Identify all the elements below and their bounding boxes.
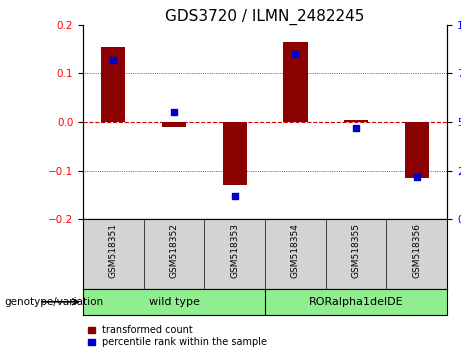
Text: genotype/variation: genotype/variation: [5, 297, 104, 307]
Text: RORalpha1delDE: RORalpha1delDE: [309, 297, 403, 307]
Point: [413, 174, 420, 179]
Bar: [344, 120, 368, 122]
Legend: transformed count, percentile rank within the sample: transformed count, percentile rank withi…: [88, 325, 267, 347]
Text: GSM518356: GSM518356: [412, 223, 421, 278]
Bar: [101, 47, 125, 122]
Bar: [223, 122, 247, 185]
Text: GSM518354: GSM518354: [291, 223, 300, 278]
Point: [231, 193, 238, 199]
Title: GDS3720 / ILMN_2482245: GDS3720 / ILMN_2482245: [165, 8, 365, 25]
Bar: [162, 122, 186, 127]
Text: GSM518352: GSM518352: [170, 223, 178, 278]
Text: GSM518355: GSM518355: [352, 223, 361, 278]
Point: [170, 110, 177, 115]
Point: [352, 125, 360, 131]
Point: [110, 57, 117, 63]
Bar: [405, 122, 429, 178]
Text: GSM518351: GSM518351: [109, 223, 118, 278]
Text: wild type: wild type: [148, 297, 200, 307]
Point: [292, 51, 299, 57]
Text: GSM518353: GSM518353: [230, 223, 239, 278]
Bar: [283, 42, 307, 122]
